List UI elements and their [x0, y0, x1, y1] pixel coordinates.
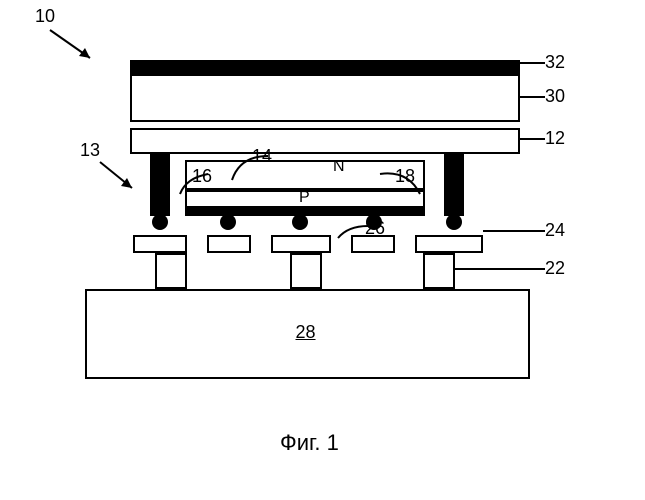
diagram-element: Фиг. 1 — [280, 430, 339, 456]
pad-24 — [271, 235, 331, 253]
pad-24 — [133, 235, 187, 253]
layer-30 — [130, 74, 520, 122]
solder-ball — [446, 214, 462, 230]
label-N: N — [333, 158, 345, 176]
via-22 — [290, 253, 322, 289]
label-26: 26 — [365, 218, 385, 239]
label-P: P — [299, 189, 310, 207]
label-24: 24 — [545, 220, 565, 241]
solder-ball — [220, 214, 236, 230]
diagram-element — [79, 48, 90, 58]
diagram-element — [520, 62, 545, 64]
diagram-element — [98, 160, 148, 200]
diagram-element — [45, 28, 105, 68]
label-16: 16 — [192, 166, 212, 187]
diagram-element — [455, 268, 545, 270]
solder-ball — [292, 214, 308, 230]
label-32: 32 — [545, 52, 565, 73]
via-22 — [423, 253, 455, 289]
label-22: 22 — [545, 258, 565, 279]
post — [444, 154, 464, 216]
pad-24 — [207, 235, 251, 253]
label-14: 14 — [252, 146, 272, 167]
diagram-element — [520, 96, 545, 98]
diagram-element — [520, 138, 545, 140]
label-12: 12 — [545, 128, 565, 149]
solder-ball — [152, 214, 168, 230]
post — [150, 154, 170, 216]
diagram-element — [483, 230, 545, 232]
label-18: 18 — [395, 166, 415, 187]
label-13: 13 — [80, 140, 100, 161]
via-22 — [155, 253, 187, 289]
layer-32 — [130, 60, 520, 74]
diagram-element — [338, 226, 368, 238]
layer-12 — [130, 128, 520, 154]
label-10: 10 — [35, 6, 55, 27]
label-30: 30 — [545, 86, 565, 107]
pad-24 — [415, 235, 483, 253]
label-28: 28 — [296, 322, 316, 343]
